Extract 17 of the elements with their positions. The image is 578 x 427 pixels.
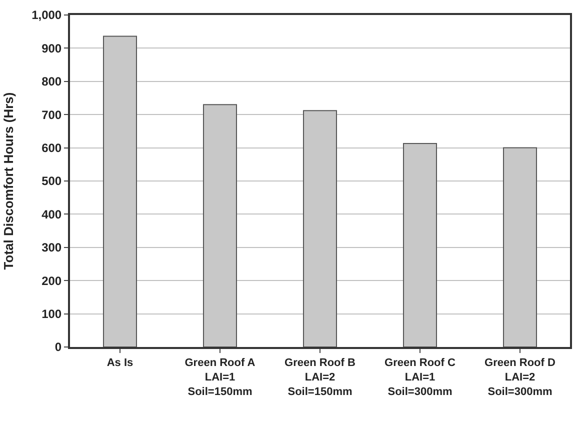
- x-tick-label: Green Roof D LAI=2 Soil=300mm: [484, 357, 556, 398]
- x-tick-label: Green Roof B LAI=2 Soil=150mm: [284, 357, 356, 398]
- y-tick-label: 0: [54, 340, 62, 354]
- y-tick-label: 200: [42, 274, 62, 288]
- y-axis-title: Total Discomfort Hours (Hrs): [1, 92, 16, 270]
- y-tick-label: 400: [42, 207, 62, 222]
- y-tick-label: 100: [42, 307, 62, 321]
- y-tick-label: 500: [42, 174, 62, 188]
- x-tick-label: Green Roof A LAI=1 Soil=150mm: [184, 357, 256, 398]
- x-tick-label: Green Roof C LAI=1 Soil=300mm: [384, 357, 456, 398]
- y-tick-label: 1,000: [32, 8, 62, 22]
- y-tick-label: 300: [42, 240, 62, 255]
- y-tick-label: 900: [42, 41, 62, 56]
- y-tick-label: 600: [42, 141, 62, 155]
- y-tick-label: 800: [42, 74, 62, 89]
- y-tick-label: 700: [42, 108, 62, 122]
- x-tick-label: As Is: [106, 357, 134, 370]
